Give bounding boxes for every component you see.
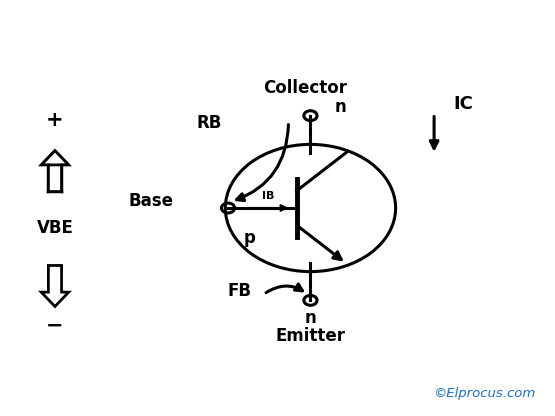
Text: FB: FB xyxy=(227,282,251,300)
Text: p: p xyxy=(244,229,256,247)
Text: RB: RB xyxy=(196,114,221,132)
Text: IC: IC xyxy=(453,96,473,114)
Text: −: − xyxy=(46,315,64,335)
Text: Base: Base xyxy=(129,192,174,210)
Polygon shape xyxy=(41,265,69,307)
Text: VBE: VBE xyxy=(37,219,73,237)
Text: n: n xyxy=(335,97,346,116)
Text: ©Elprocus.com: ©Elprocus.com xyxy=(433,387,536,400)
Text: Collector: Collector xyxy=(263,79,347,97)
Text: +: + xyxy=(46,110,64,130)
Polygon shape xyxy=(41,151,69,192)
Text: n: n xyxy=(305,309,316,327)
Text: Emitter: Emitter xyxy=(275,327,345,345)
Text: IB: IB xyxy=(262,191,274,201)
